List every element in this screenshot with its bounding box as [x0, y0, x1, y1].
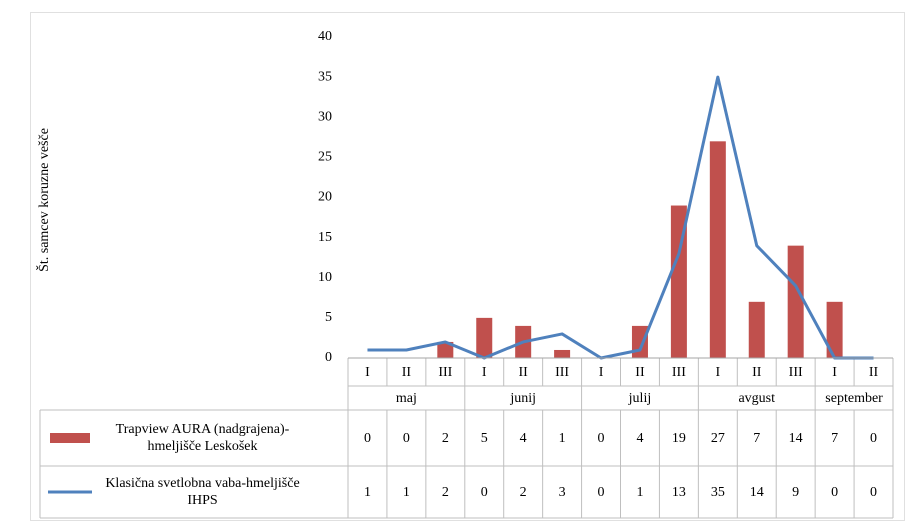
month-label: julij	[628, 391, 652, 406]
table-value: 0	[870, 431, 877, 446]
table-value: 27	[711, 431, 725, 446]
table-value: 1	[559, 431, 566, 446]
decade-label: II	[402, 365, 412, 380]
bar	[709, 141, 726, 358]
decade-label: II	[752, 365, 762, 380]
y-tick-label: 0	[325, 350, 332, 365]
chart-frame	[30, 12, 905, 521]
bar	[826, 301, 843, 358]
decade-label: III	[789, 365, 803, 380]
decade-label: I	[365, 365, 370, 380]
table-value: 13	[672, 485, 686, 500]
month-label: avgust	[738, 391, 775, 406]
y-tick-label: 35	[318, 69, 332, 84]
y-axis-label: Št. samcev koruzne vešče	[35, 128, 52, 272]
legend-label: Klasična svetlobna vaba-hmeljišče IHPS	[105, 476, 300, 508]
bar	[670, 205, 687, 358]
bar	[476, 317, 493, 358]
decade-label: III	[555, 365, 569, 380]
table-value: 0	[364, 431, 371, 446]
decade-label: I	[832, 365, 837, 380]
table-value: 1	[403, 485, 410, 500]
table-value: 0	[831, 485, 838, 500]
bar	[748, 301, 765, 358]
table-value: 5	[481, 431, 488, 446]
table-value: 2	[442, 431, 449, 446]
month-label: maj	[396, 391, 417, 406]
y-tick-label: 40	[318, 29, 332, 44]
table-value: 35	[711, 485, 725, 500]
decade-label: II	[635, 365, 645, 380]
table-value: 3	[559, 485, 566, 500]
month-label: september	[825, 391, 883, 406]
y-tick-label: 10	[318, 270, 332, 285]
y-tick-label: 25	[318, 150, 332, 165]
table-value: 0	[403, 431, 410, 446]
table-value: 14	[750, 485, 764, 500]
table-value: 4	[636, 431, 643, 446]
decade-label: III	[672, 365, 686, 380]
table-value: 14	[789, 431, 803, 446]
decade-label: I	[715, 365, 720, 380]
decade-label: II	[869, 365, 879, 380]
table-value: 4	[520, 431, 527, 446]
y-tick-label: 30	[318, 109, 332, 124]
table-value: 2	[442, 485, 449, 500]
decade-label: III	[438, 365, 452, 380]
table-value: 0	[598, 485, 605, 500]
table-value: 0	[870, 485, 877, 500]
y-tick-label: 15	[318, 230, 332, 245]
legend-swatch	[50, 433, 90, 443]
y-tick-label: 20	[318, 190, 332, 205]
table-value: 7	[753, 431, 760, 446]
y-tick-label: 5	[325, 310, 332, 325]
bar	[787, 245, 804, 358]
table-value: 0	[598, 431, 605, 446]
table-value: 1	[636, 485, 643, 500]
month-label: junij	[509, 391, 536, 406]
decade-label: II	[519, 365, 529, 380]
line	[367, 75, 874, 360]
legend-label: Trapview AURA (nadgrajena)-hmeljišče Les…	[115, 422, 290, 454]
table-value: 19	[672, 431, 686, 446]
table-value: 1	[364, 485, 371, 500]
bar	[554, 349, 571, 358]
table-value: 7	[831, 431, 838, 446]
decade-label: I	[599, 365, 604, 380]
bar	[631, 325, 648, 358]
table-value: 2	[520, 485, 527, 500]
table-value: 0	[481, 485, 488, 500]
bar	[437, 341, 454, 358]
decade-label: I	[482, 365, 487, 380]
table-value: 9	[792, 485, 799, 500]
